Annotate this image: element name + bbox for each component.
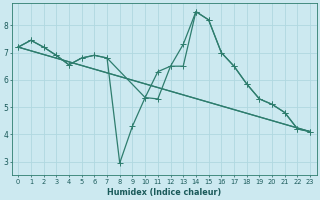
X-axis label: Humidex (Indice chaleur): Humidex (Indice chaleur) <box>107 188 221 197</box>
